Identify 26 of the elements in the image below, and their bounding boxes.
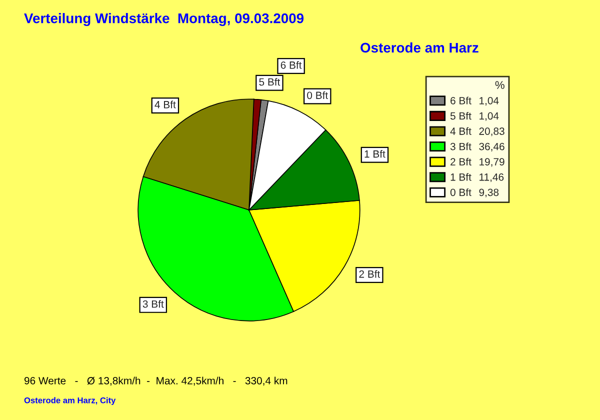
slice-label: 6 Bft — [280, 61, 302, 69]
legend-label: 5 Bft — [450, 112, 472, 120]
legend-label: 0 Bft — [450, 188, 472, 196]
data-label: 20,83 — [479, 128, 504, 136]
data-label: 36,46 — [479, 142, 504, 152]
legend-label: 4 Bft — [450, 127, 472, 135]
slice-label: 3 Bft — [142, 300, 164, 308]
data-label: 1,04 — [480, 96, 499, 106]
slice-label: 2 Bft — [359, 270, 380, 278]
slice-label: 4 Bft — [154, 100, 176, 108]
legend-title: % — [495, 81, 504, 89]
legend-label: 1 Bft — [450, 173, 472, 181]
text: Osterode am Harz, City — [24, 397, 116, 405]
data-label: 19,79 — [480, 158, 504, 167]
legend-label: 3 Bft — [450, 142, 472, 150]
legend-label: 6 Bft — [450, 96, 472, 104]
chart-title: Verteilung Windstärke Montag, 09.03.2009 — [24, 13, 304, 26]
slice-label: 5 Bft — [259, 78, 280, 86]
chart-subtitle: Osterode am Harz — [360, 42, 478, 53]
slice-label: 1 Bft — [364, 150, 386, 158]
data-label: 1,04 — [480, 112, 499, 121]
text: 96 Werte - Ø 13,8km/h - Max. 42,5km/h - 330,4 km — [24, 376, 288, 386]
slice-label: 0 Bft — [307, 91, 328, 100]
data-label: 11,46 — [480, 173, 504, 182]
data-label: 9,38 — [479, 188, 499, 198]
legend-label: 2 Bft — [450, 158, 472, 166]
